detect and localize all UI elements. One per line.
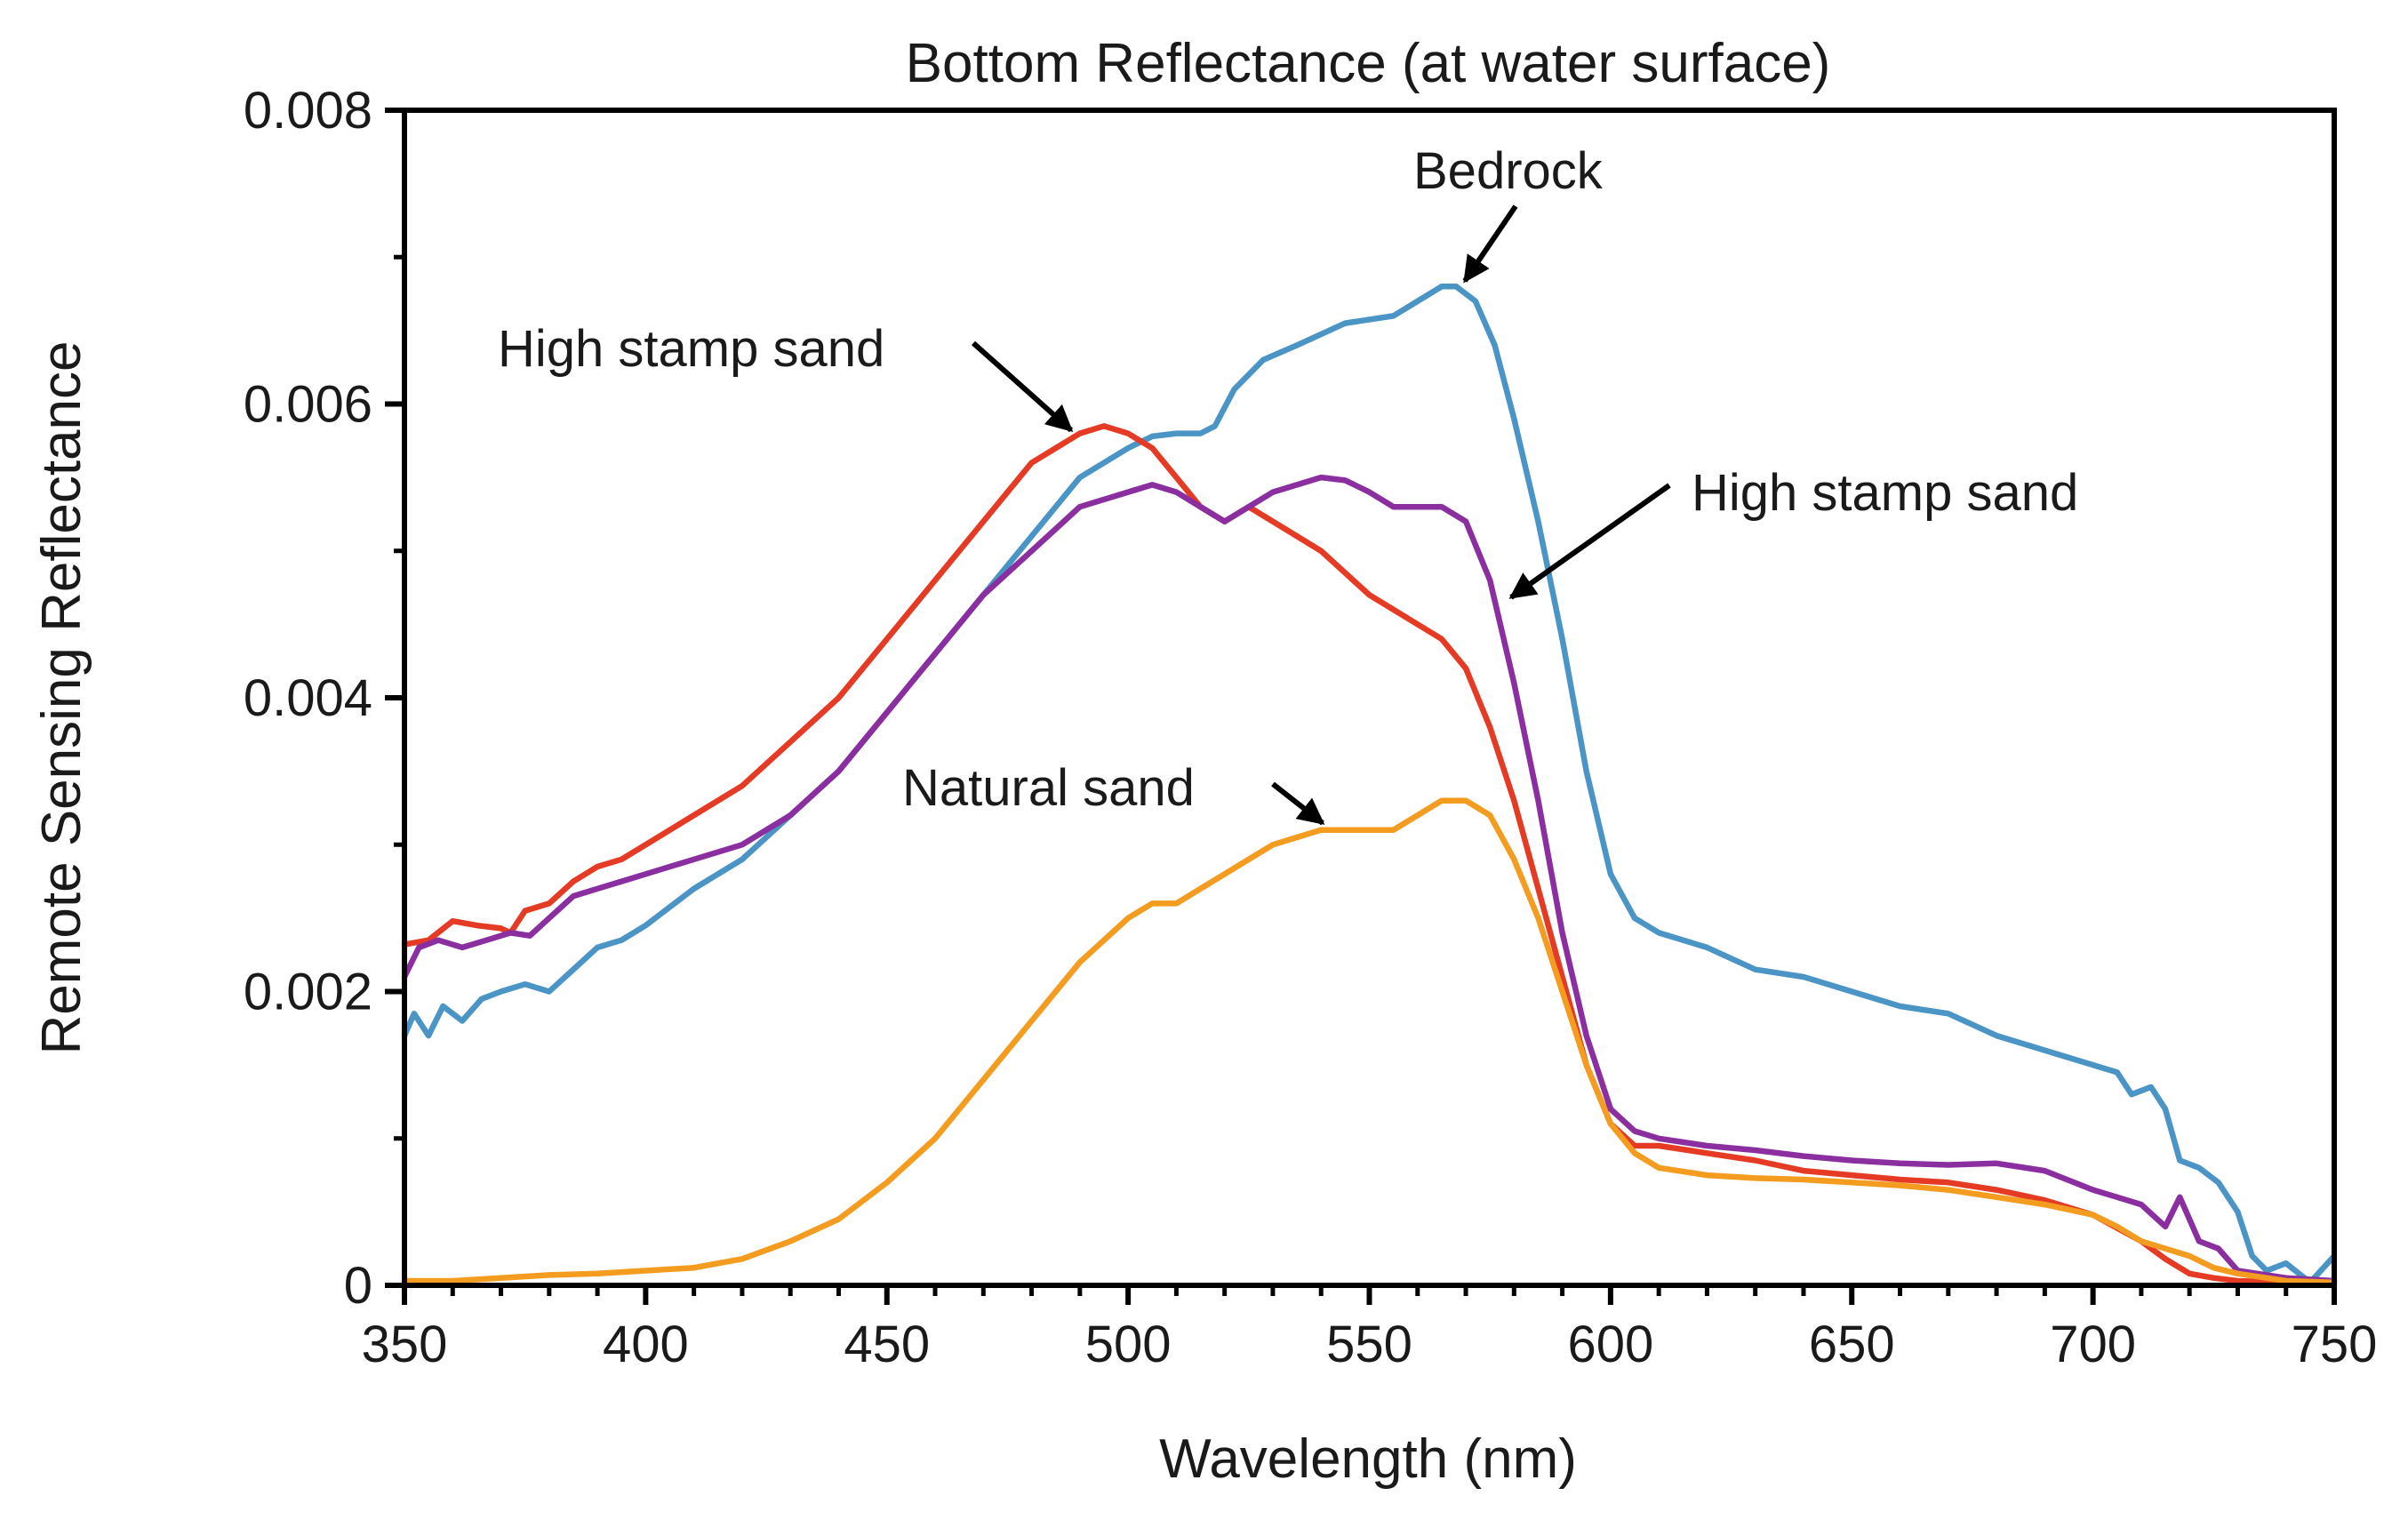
x-tick-label: 350 bbox=[362, 1316, 448, 1373]
chart-title: Bottom Reflectance (at water surface) bbox=[906, 33, 1831, 94]
x-tick-label: 450 bbox=[844, 1316, 930, 1373]
series-line-bedrock-0 bbox=[401, 284, 2338, 1285]
annotation-natural-sand-arrow bbox=[1271, 781, 1325, 826]
plot-frame bbox=[402, 108, 2337, 1288]
x-tick-label: 700 bbox=[2050, 1316, 2136, 1373]
annotation-high-stamp-sand-purple-label: High stamp sand bbox=[1692, 464, 2078, 522]
annotation-high-stamp-sand-red-label: High stamp sand bbox=[498, 320, 884, 378]
y-axis: 0 0.002 0.004 0.006 0.008 bbox=[244, 82, 404, 1315]
x-axis: 350 400 450 500 550 600 650 700 750 bbox=[362, 1285, 2378, 1373]
x-tick-label: 550 bbox=[1326, 1316, 1412, 1373]
series-layer bbox=[401, 284, 2338, 1285]
x-tick-label: 400 bbox=[603, 1316, 689, 1373]
x-tick-label: 750 bbox=[2292, 1316, 2378, 1373]
annotation-natural-sand: Natural sand bbox=[902, 759, 1325, 826]
y-tick-label: 0.002 bbox=[244, 964, 372, 1021]
y-tick-label: 0.006 bbox=[244, 376, 372, 434]
annotation-high-stamp-sand-purple: High stamp sand bbox=[1508, 464, 2078, 600]
x-tick-label: 500 bbox=[1085, 1316, 1172, 1373]
y-tick-label: 0.008 bbox=[244, 82, 372, 140]
series-line-high-stamp-sand-1 bbox=[401, 423, 2338, 1285]
series-line-natural-sand-3 bbox=[401, 797, 2338, 1285]
annotation-natural-sand-label: Natural sand bbox=[902, 759, 1195, 817]
y-tick-label: 0.004 bbox=[244, 669, 372, 727]
x-axis-title: Wavelength (nm) bbox=[1159, 1428, 1577, 1490]
y-tick-label: 0 bbox=[344, 1257, 372, 1315]
annotation-bedrock: Bedrock bbox=[1413, 142, 1604, 284]
annotation-high-stamp-sand-purple-arrow bbox=[1508, 483, 1671, 600]
annotation-high-stamp-sand-red: High stamp sand bbox=[498, 320, 1074, 433]
annotation-bedrock-arrow bbox=[1462, 204, 1518, 284]
y-axis-title: Remote Sensing Reflectance bbox=[31, 340, 92, 1054]
annotation-high-stamp-sand-red-arrow bbox=[972, 340, 1074, 433]
x-tick-label: 650 bbox=[1809, 1316, 1895, 1373]
series-line-high-stamp-sand-2 bbox=[401, 474, 2338, 1284]
x-tick-label: 600 bbox=[1567, 1316, 1653, 1373]
annotation-bedrock-label: Bedrock bbox=[1413, 142, 1604, 200]
